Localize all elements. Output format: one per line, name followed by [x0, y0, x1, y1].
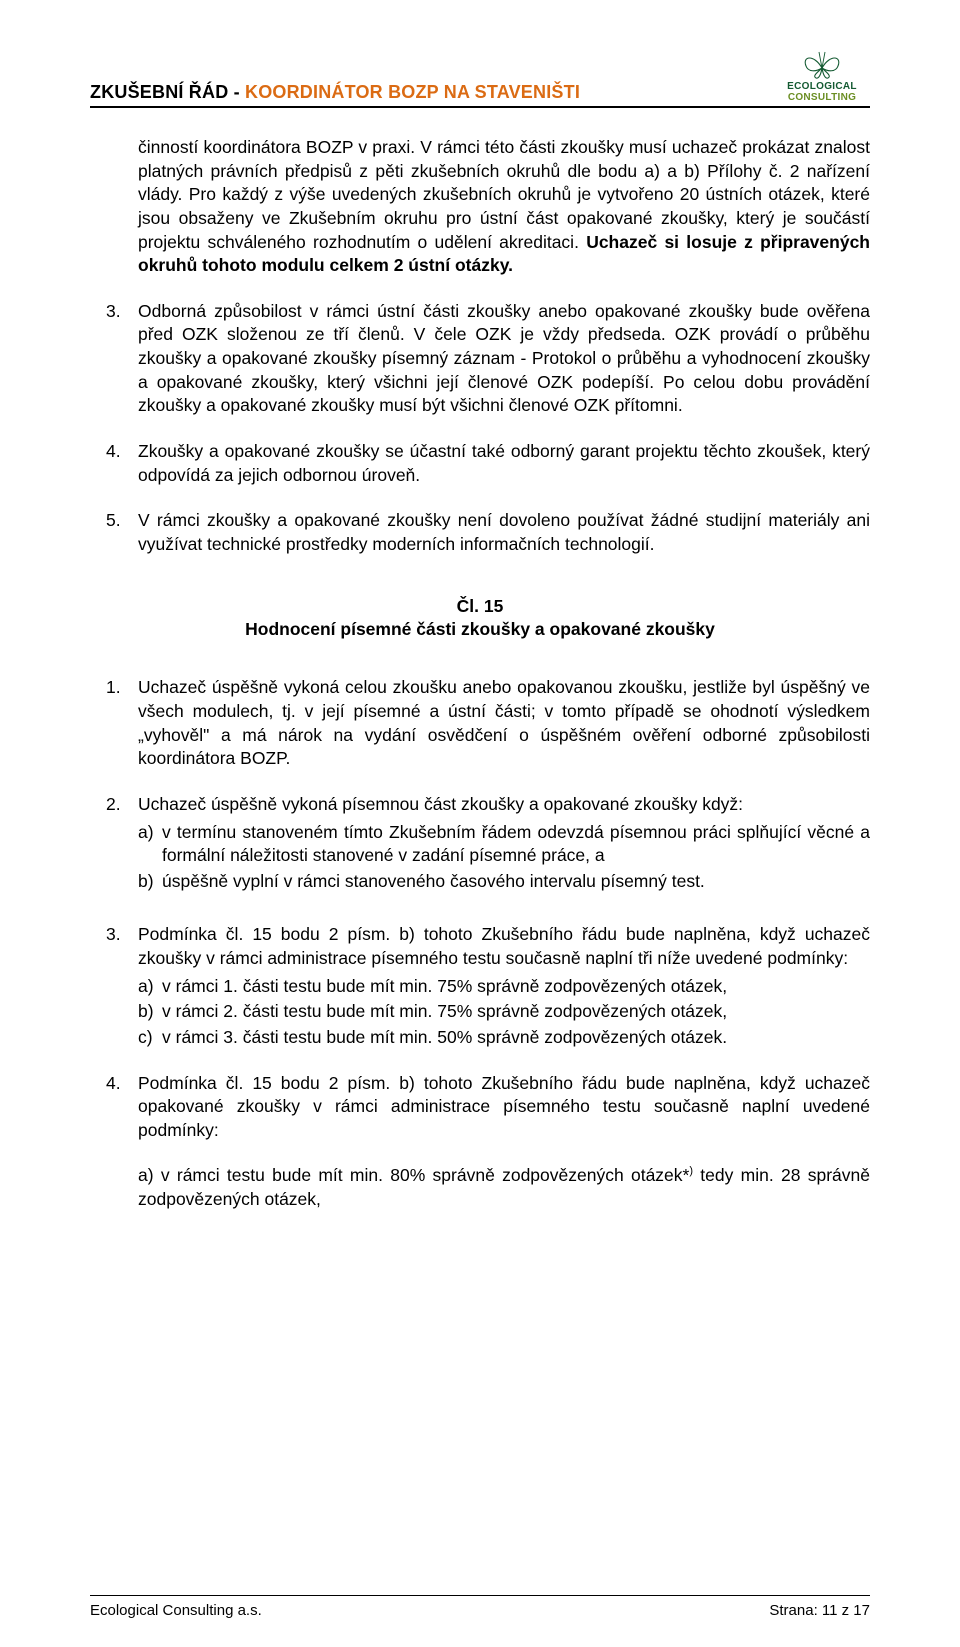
item-number: 2.	[106, 793, 121, 817]
sub-item-b: b) úspěšně vyplní v rámci stanoveného ča…	[162, 870, 870, 894]
article-number: Čl. 15	[90, 596, 870, 617]
list2-item-3: 3. Podmínka čl. 15 bodu 2 písm. b) tohot…	[138, 923, 870, 1049]
sub-key: b)	[138, 1000, 154, 1024]
footer-right: Strana: 11 z 17	[769, 1602, 870, 1619]
list-section-2: 1. Uchazeč úspěšně vykoná celou zkoušku …	[90, 676, 870, 1211]
list-item-3: 3. Odborná způsobilost v rámci ústní čás…	[138, 300, 870, 418]
sub-list-3: a) v rámci 1. části testu bude mít min. …	[138, 975, 870, 1050]
logo-line-1: ECOLOGICAL	[774, 82, 870, 93]
title-part-1: ZKUŠEBNÍ ŘÁD -	[90, 82, 245, 102]
item-text: V rámci zkoušky a opakované zkoušky není…	[138, 510, 870, 554]
list2-item-1: 1. Uchazeč úspěšně vykoná celou zkoušku …	[138, 676, 870, 771]
list2-item-2: 2. Uchazeč úspěšně vykoná písemnou část …	[138, 793, 870, 894]
item-number: 1.	[106, 676, 121, 700]
sub-text: v rámci 2. části testu bude mít min. 75%…	[162, 1001, 727, 1021]
logo-line-2: CONSULTING	[774, 93, 870, 104]
sub-item-b: b) v rámci 2. části testu bude mít min. …	[162, 1000, 870, 1024]
list-item-5: 5. V rámci zkoušky a opakované zkoušky n…	[138, 509, 870, 556]
item-text: Zkoušky a opakované zkoušky se účastní t…	[138, 441, 870, 485]
sub-item-a: a) v termínu stanoveném tímto Zkušebním …	[162, 821, 870, 868]
butterfly-icon	[800, 50, 844, 80]
list-item-continuation: činností koordinátora BOZP v praxi. V rá…	[138, 136, 870, 278]
list2-item-4: 4. Podmínka čl. 15 bodu 2 písm. b) tohot…	[138, 1072, 870, 1212]
article-title: Hodnocení písemné části zkoušky a opakov…	[90, 619, 870, 640]
sub-list-2: a) v termínu stanoveném tímto Zkušebním …	[138, 821, 870, 894]
sub-key: a)	[138, 975, 154, 999]
document-page: ZKUŠEBNÍ ŘÁD - KOORDINÁTOR BOZP NA STAVE…	[0, 0, 960, 1647]
sub-text: v termínu stanoveném tímto Zkušebním řád…	[162, 822, 870, 866]
footer-left: Ecological Consulting a.s.	[90, 1602, 262, 1619]
item-text: Uchazeč úspěšně vykoná písemnou část zko…	[138, 794, 743, 814]
item-text: Uchazeč úspěšně vykoná celou zkoušku ane…	[138, 677, 870, 768]
sub-item-a: a) v rámci 1. části testu bude mít min. …	[162, 975, 870, 999]
item-number: 3.	[106, 300, 121, 324]
sub-text: v rámci 3. části testu bude mít min. 50%…	[162, 1027, 727, 1047]
sub-text: úspěšně vyplní v rámci stanoveného časov…	[162, 871, 705, 891]
list-item-4: 4. Zkoušky a opakované zkoušky se účastn…	[138, 440, 870, 487]
sub-key: a)	[138, 821, 154, 845]
item-text: Podmínka čl. 15 bodu 2 písm. b) tohoto Z…	[138, 924, 870, 968]
sub-text: v rámci 1. části testu bude mít min. 75%…	[162, 976, 727, 996]
title-part-2: KOORDINÁTOR BOZP NA STAVENIŠTI	[245, 82, 580, 102]
logo: ECOLOGICAL CONSULTING	[774, 50, 870, 103]
item-text: Odborná způsobilost v rámci ústní části …	[138, 301, 870, 416]
sub-key: b)	[138, 870, 154, 894]
item-number: 5.	[106, 509, 121, 533]
trail-a: a) v rámci testu bude mít min. 80% správ…	[138, 1165, 689, 1185]
sub-key: c)	[138, 1026, 153, 1050]
sub-item-c: c) v rámci 3. části testu bude mít min. …	[162, 1026, 870, 1050]
item4-trailing: a) v rámci testu bude mít min. 80% správ…	[138, 1164, 870, 1211]
item-number: 4.	[106, 1072, 121, 1096]
page-header: ZKUŠEBNÍ ŘÁD - KOORDINÁTOR BOZP NA STAVE…	[90, 50, 870, 108]
list-section-1: činností koordinátora BOZP v praxi. V rá…	[90, 136, 870, 556]
header-title: ZKUŠEBNÍ ŘÁD - KOORDINÁTOR BOZP NA STAVE…	[90, 82, 580, 103]
item-number: 3.	[106, 923, 121, 947]
item-number: 4.	[106, 440, 121, 464]
item-text: Podmínka čl. 15 bodu 2 písm. b) tohoto Z…	[138, 1073, 870, 1140]
page-footer: Ecological Consulting a.s. Strana: 11 z …	[90, 1595, 870, 1619]
logo-text: ECOLOGICAL CONSULTING	[774, 82, 870, 103]
